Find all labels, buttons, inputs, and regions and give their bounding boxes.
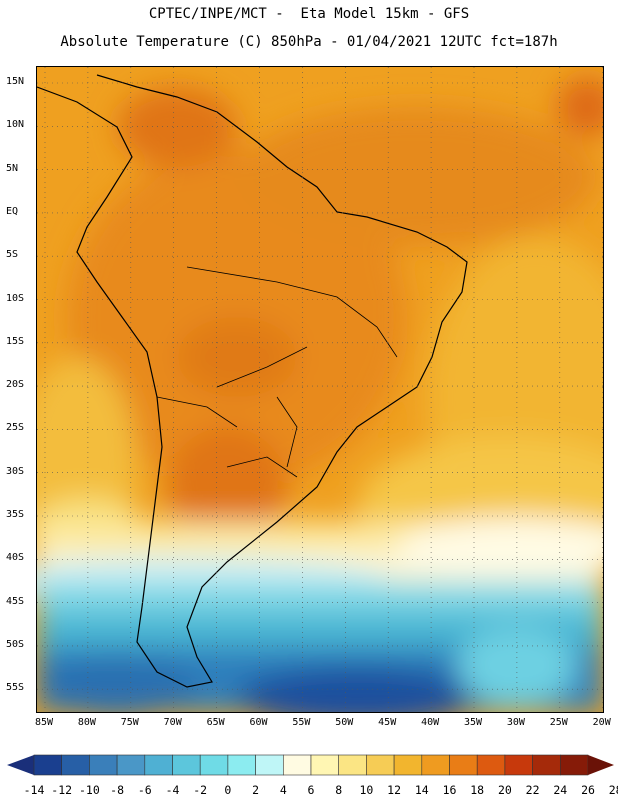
lon-label: 35W: [463, 717, 483, 728]
temperature-map: [36, 66, 604, 713]
colorbar-label: 24: [553, 783, 568, 797]
lat-label: 45S: [6, 595, 25, 607]
colorbar-label: -6: [137, 783, 152, 797]
colorbar-arrow-left: [7, 755, 34, 775]
colorbar-swatch: [338, 754, 367, 776]
colorbar-label: -10: [79, 783, 100, 797]
colorbar-label: 28: [608, 783, 618, 797]
colorbar-swatches: [33, 754, 589, 776]
lat-label: 5N: [6, 162, 19, 174]
colorbar-label: 12: [387, 783, 402, 797]
colorbar-label: -12: [51, 783, 73, 797]
colorbar-swatch: [476, 754, 506, 776]
colorbar-label: -4: [165, 783, 180, 797]
chart-title-line-2: Absolute Temperature (C) 850hPa - 01/04/…: [60, 34, 558, 50]
lat-label: 50S: [6, 638, 25, 650]
lon-label: 40W: [421, 717, 440, 728]
colorbar-label: -8: [110, 783, 125, 797]
lon-label: 80W: [77, 717, 96, 728]
colorbar-label: 20: [497, 783, 512, 797]
lat-label: EQ: [6, 205, 19, 217]
lon-label: 25W: [549, 717, 568, 728]
lat-label: 15N: [6, 76, 25, 87]
colorbar-label: -2: [193, 783, 208, 797]
colorbar-swatch: [89, 754, 118, 776]
coastline: [37, 74, 468, 688]
lon-label: 60W: [249, 717, 268, 728]
colorbar-label: 14: [414, 783, 429, 797]
lon-label: 75W: [120, 717, 139, 728]
lon-label: 85W: [34, 717, 54, 728]
colorbar-swatch: [61, 754, 90, 776]
colorbar-label: 22: [525, 783, 540, 797]
colorbar-swatch: [559, 754, 589, 776]
colorbar-swatch: [532, 754, 561, 776]
lon-label: 55W: [292, 717, 311, 728]
lon-label: 70W: [163, 717, 182, 728]
colorbar-swatch: [199, 754, 229, 776]
colorbar-swatch: [449, 754, 478, 776]
lat-label: 10S: [6, 292, 25, 304]
chart-title-line-1: CPTEC/INPE/MCT - Eta Model 15km - GFS: [148, 6, 470, 22]
lat-label: 30S: [6, 465, 25, 477]
colorbar-label: 26: [581, 783, 595, 797]
colorbar-label: -14: [23, 783, 45, 797]
colorbar-arrow-right: [588, 755, 614, 775]
colorbar-swatch: [255, 754, 284, 776]
lon-label: 20W: [592, 717, 611, 728]
colorbar-swatch: [366, 754, 395, 776]
lat-label: 25S: [6, 422, 25, 434]
lon-label: 50W: [335, 717, 354, 728]
colorbar-swatch: [33, 754, 63, 776]
colorbar: [7, 754, 614, 776]
colorbar-swatch: [393, 754, 423, 776]
colorbar-label: 16: [442, 783, 457, 797]
lat-label: 35S: [6, 509, 25, 520]
temperature-field: [37, 77, 603, 712]
lat-label: 40S: [6, 552, 25, 564]
lon-label: 65W: [206, 717, 225, 728]
lat-label: 10N: [6, 119, 25, 131]
colorbar-label: 2: [252, 783, 260, 797]
colorbar-label: 6: [307, 783, 315, 797]
colorbar-label: 4: [279, 783, 287, 797]
colorbar-label: 18: [470, 783, 485, 797]
map-svg: [37, 67, 603, 712]
colorbar-swatch: [116, 754, 146, 776]
colorbar-swatch: [172, 754, 201, 776]
colorbar-label: 8: [335, 783, 343, 797]
lat-label: 15S: [6, 335, 25, 347]
colorbar-swatch: [504, 754, 533, 776]
colorbar-swatch: [421, 754, 450, 776]
colorbar-swatch: [227, 754, 256, 776]
colorbar-swatch: [144, 754, 173, 776]
lon-label: 45W: [378, 717, 397, 728]
colorbar-swatch: [282, 754, 312, 776]
lon-label: 30W: [506, 717, 525, 728]
lat-label: 55S: [6, 682, 25, 694]
colorbar-label: 0: [224, 783, 232, 797]
colorbar-label: 10: [359, 783, 374, 797]
lat-label: 20S: [6, 379, 25, 391]
country-borders: [156, 266, 398, 478]
colorbar-swatch: [310, 754, 340, 776]
lat-label: 5S: [6, 249, 19, 261]
